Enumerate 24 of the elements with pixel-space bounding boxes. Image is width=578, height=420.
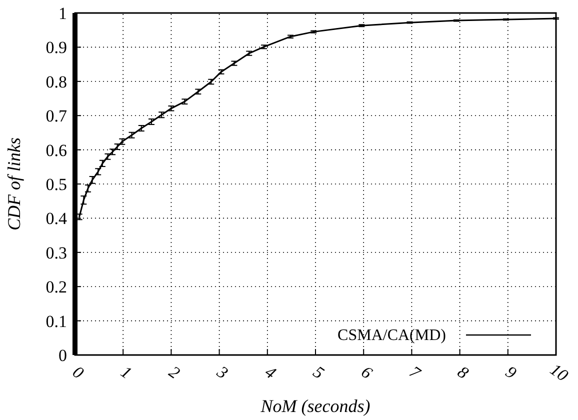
x-tick-label: 5	[310, 362, 328, 383]
x-tick-label: 10	[546, 360, 572, 386]
x-tick-label: 4	[262, 362, 280, 383]
x-tick-label: 6	[358, 362, 376, 383]
x-tick-label: 7	[406, 362, 426, 384]
legend-label: CSMA/CA(MD)	[338, 327, 446, 344]
y-tick-label: 0	[58, 346, 67, 365]
x-tick-label: 1	[117, 362, 136, 383]
y-tick-label: 0.6	[46, 140, 67, 160]
x-tick-label: 8	[454, 362, 472, 383]
y-tick-label: 0.9	[46, 38, 67, 58]
x-axis-title: NoM (seconds)	[260, 396, 370, 416]
y-tick-label: 1	[58, 4, 67, 23]
x-tick-label: 3	[212, 362, 232, 383]
y-tick-label: 0.1	[46, 312, 67, 331]
y-tick-label: 0.3	[46, 243, 67, 262]
x-tick-label: 2	[165, 362, 184, 383]
y-tick-label: 0.2	[46, 278, 67, 297]
y-tick-label: 0.4	[46, 209, 68, 228]
y-tick-label: 0.7	[46, 106, 68, 126]
x-tick-label: 9	[502, 362, 520, 383]
y-axis-title: CDF of links	[4, 138, 24, 230]
y-tick-label: 0.5	[46, 174, 67, 194]
y-tick-label: 0.8	[46, 72, 67, 92]
